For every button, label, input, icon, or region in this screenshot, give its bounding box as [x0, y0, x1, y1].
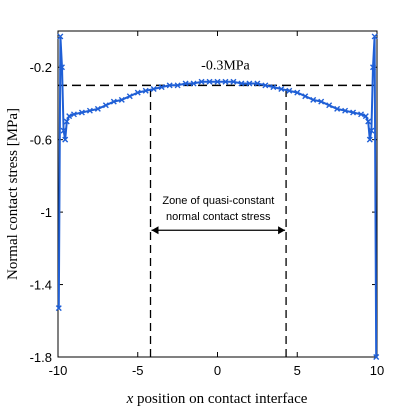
data-point-marker — [310, 96, 317, 103]
zone-label-line2: normal contact stress — [166, 211, 271, 223]
data-point-marker — [55, 305, 62, 312]
data-point-marker — [94, 105, 101, 112]
data-point-marker — [182, 80, 189, 87]
data-point-marker — [270, 84, 277, 91]
x-tick-label: -5 — [132, 363, 144, 378]
data-point-marker — [366, 136, 373, 143]
y-tick-label: -0.6 — [30, 133, 52, 148]
data-point-marker — [246, 80, 253, 87]
zone-arrowhead-left — [151, 226, 159, 235]
data-point-marker — [286, 87, 293, 94]
data-point-marker — [190, 80, 197, 87]
data-point-marker — [326, 102, 333, 109]
data-point-marker — [142, 87, 149, 94]
reference-line-group: -0.3MPa — [58, 58, 377, 87]
data-point-marker — [334, 105, 341, 112]
data-point-marker — [102, 102, 109, 109]
data-point-marker — [214, 78, 221, 85]
data-point-marker — [302, 93, 309, 100]
zone-label-line1: Zone of quasi-constant — [162, 195, 274, 207]
data-point-marker — [118, 96, 125, 103]
data-point-marker — [362, 113, 369, 120]
data-point-marker — [70, 111, 77, 118]
data-point-marker — [358, 111, 365, 118]
data-point-marker — [254, 80, 261, 87]
data-point-marker — [110, 98, 117, 105]
data-point-marker — [350, 109, 357, 116]
data-point-marker — [222, 78, 229, 85]
data-point-marker — [63, 118, 70, 125]
data-point-marker — [278, 85, 285, 92]
plot-frame — [57, 30, 378, 358]
data-point-marker — [60, 127, 67, 134]
zone-arrowhead-right — [278, 226, 286, 235]
data-point-marker — [78, 109, 85, 116]
data-point-marker — [368, 127, 375, 134]
y-tick-label: -1 — [40, 205, 52, 220]
y-tick-label: -1.8 — [30, 350, 52, 365]
data-point-marker — [62, 136, 69, 143]
data-point-marker — [57, 33, 64, 40]
data-point-marker — [262, 82, 269, 89]
data-point-marker — [230, 78, 237, 85]
data-point-marker — [58, 64, 65, 71]
data-point-marker — [198, 78, 205, 85]
data-point-marker — [206, 78, 213, 85]
data-point-marker — [318, 98, 325, 105]
data-point-marker — [126, 93, 133, 100]
data-point-marker — [238, 80, 245, 87]
data-point-marker — [150, 85, 157, 92]
data-point-marker — [174, 82, 181, 89]
data-point-marker — [86, 107, 93, 114]
series-group — [55, 33, 380, 360]
data-point-marker — [166, 82, 173, 89]
zone-annotation-group: Zone of quasi-constant normal contact str… — [149, 88, 287, 357]
data-point-marker — [294, 89, 301, 96]
tick-labels: -10 -5 0 5 10 -0.2 -0.6 -1 -1.4 -1.8 — [30, 60, 385, 378]
data-point-marker — [365, 118, 372, 125]
x-tick-label: 0 — [214, 363, 221, 378]
x-tick-label: -10 — [49, 363, 68, 378]
axis-ticks — [57, 31, 378, 358]
x-axis-label: x position on contact interface — [126, 391, 308, 407]
data-point-marker — [342, 107, 349, 114]
data-point-marker — [66, 113, 73, 120]
y-axis-label: Normal contact stress [MPa] — [5, 108, 21, 280]
x-tick-label: 10 — [370, 363, 384, 378]
reference-line-label: -0.3MPa — [201, 58, 250, 73]
data-point-marker — [370, 64, 377, 71]
x-tick-label: 5 — [294, 363, 301, 378]
y-tick-label: -1.4 — [30, 278, 52, 293]
data-point-marker — [158, 84, 165, 91]
data-point-marker — [371, 33, 378, 40]
y-tick-label: -0.2 — [30, 60, 52, 75]
data-point-marker — [134, 89, 141, 96]
data-point-marker — [373, 354, 380, 360]
